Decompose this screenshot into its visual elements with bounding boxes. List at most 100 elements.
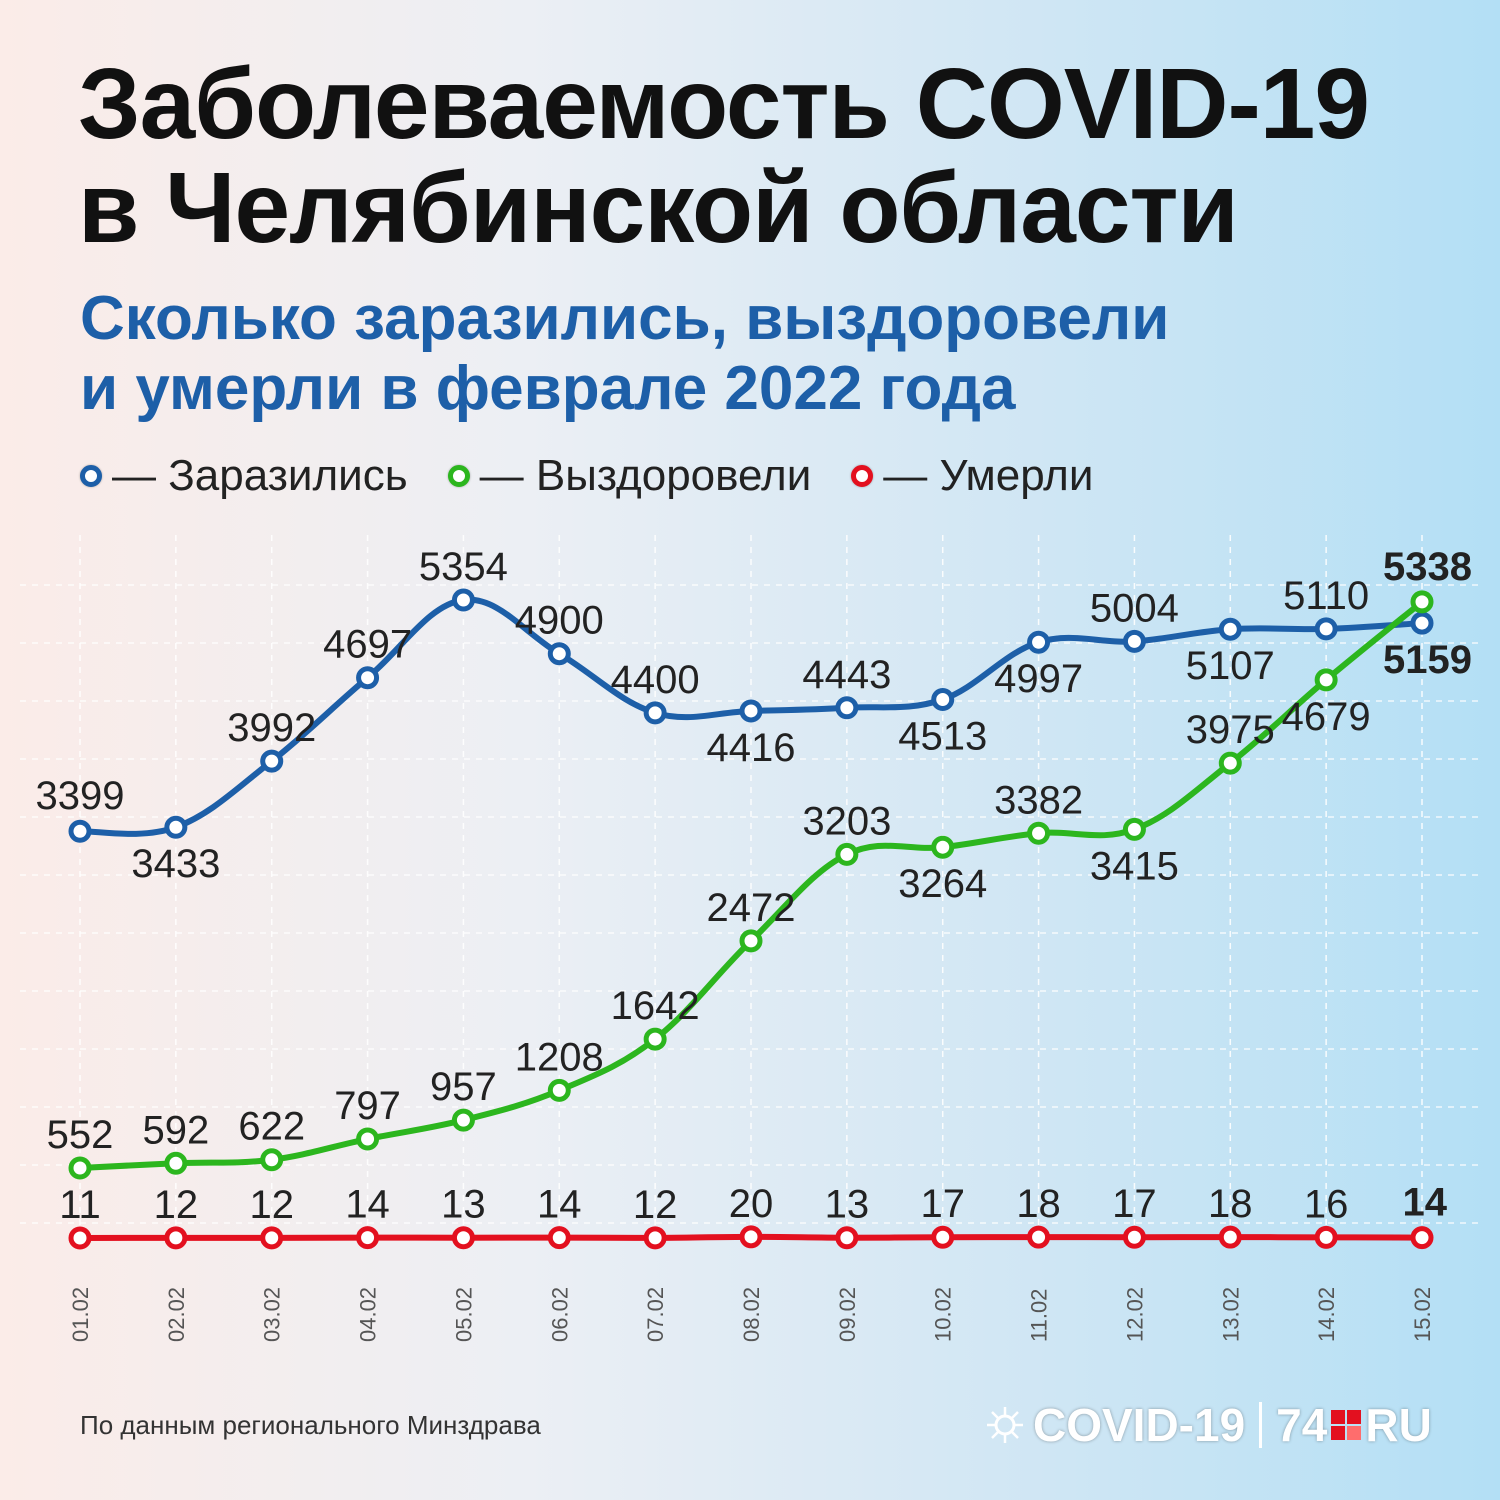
data-label-recovered: 5338 — [1383, 545, 1472, 589]
data-label-infected: 5354 — [419, 545, 508, 589]
data-point-infected — [1122, 629, 1146, 653]
data-label-recovered: 3975 — [1186, 708, 1275, 752]
data-point-infected — [260, 749, 284, 773]
data-label-deaths: 12 — [249, 1183, 294, 1227]
page-title: Заболеваемость COVID-19 в Челябинской об… — [78, 48, 1370, 260]
data-label-infected: 4416 — [707, 726, 796, 770]
data-point-deaths — [931, 1225, 955, 1249]
legend-item-infected: — Заразились — [80, 451, 408, 501]
data-point-infected — [931, 687, 955, 711]
data-point-deaths — [68, 1226, 92, 1250]
data-point-recovered — [1314, 668, 1338, 692]
legend-label: — Выздоровели — [479, 451, 812, 500]
data-point-infected — [1410, 611, 1434, 635]
legend-item-deaths: — Умерли — [851, 451, 1093, 501]
x-tick-label: 02.02 — [164, 1287, 189, 1342]
data-label-recovered: 3415 — [1090, 844, 1179, 888]
data-point-deaths — [1027, 1225, 1051, 1249]
data-point-deaths — [1218, 1225, 1242, 1249]
data-point-deaths — [547, 1226, 571, 1250]
data-label-recovered: 1642 — [611, 984, 700, 1028]
data-point-infected — [451, 588, 475, 612]
x-tick-label: 15.02 — [1410, 1287, 1435, 1342]
data-label-infected: 4400 — [611, 658, 700, 702]
data-label-recovered: 797 — [334, 1084, 401, 1128]
x-tick-label: 13.02 — [1218, 1287, 1243, 1342]
data-label-deaths: 16 — [1304, 1182, 1349, 1226]
data-label-recovered: 2472 — [707, 886, 796, 930]
x-tick-label: 07.02 — [643, 1287, 668, 1342]
data-point-deaths — [643, 1226, 667, 1250]
data-point-recovered — [451, 1108, 475, 1132]
data-point-recovered — [1218, 751, 1242, 775]
data-label-deaths: 13 — [825, 1183, 870, 1227]
virus-icon — [987, 1407, 1023, 1443]
data-point-deaths — [260, 1226, 284, 1250]
data-label-infected: 4697 — [323, 623, 412, 667]
data-point-deaths — [1314, 1225, 1338, 1249]
data-point-recovered — [1027, 821, 1051, 845]
data-label-recovered: 1208 — [515, 1035, 604, 1079]
legend-label: — Умерли — [883, 451, 1094, 500]
x-tick-label: 14.02 — [1314, 1287, 1339, 1342]
data-label-deaths: 17 — [1112, 1182, 1157, 1226]
data-point-recovered — [356, 1127, 380, 1151]
data-point-recovered — [260, 1148, 284, 1172]
data-label-recovered: 3264 — [898, 862, 987, 906]
legend-marker-icon — [80, 465, 102, 487]
data-label-infected: 3433 — [131, 842, 220, 886]
x-tick-label: 09.02 — [835, 1287, 860, 1342]
series-line-infected — [77, 596, 1425, 837]
data-point-recovered — [1410, 590, 1434, 614]
data-label-deaths: 14 — [537, 1183, 582, 1227]
data-point-deaths — [1122, 1225, 1146, 1249]
data-label-deaths: 14 — [1403, 1181, 1448, 1225]
x-tick-label: 08.02 — [739, 1287, 764, 1342]
page-subtitle: Сколько заразились, выздоровели и умерли… — [80, 284, 1169, 424]
data-point-infected — [1218, 617, 1242, 641]
data-point-infected — [643, 701, 667, 725]
data-point-infected — [1314, 617, 1338, 641]
data-label-infected: 5110 — [1283, 574, 1369, 618]
legend-item-recovered: — Выздоровели — [447, 451, 812, 501]
data-point-recovered — [164, 1151, 188, 1175]
data-label-infected: 4900 — [515, 599, 604, 643]
data-label-deaths: 18 — [1016, 1182, 1061, 1226]
data-label-infected: 4443 — [802, 653, 891, 697]
x-tick-label: 06.02 — [547, 1287, 572, 1342]
data-label-deaths: 14 — [345, 1183, 390, 1227]
data-label-recovered: 3382 — [994, 778, 1083, 822]
data-label-recovered: 622 — [238, 1105, 305, 1149]
legend-marker-icon — [447, 465, 470, 487]
subtitle-line-2: и умерли в феврале 2022 года — [80, 354, 1016, 423]
legend-label: — Заразились — [112, 451, 408, 500]
x-tick-label: 01.02 — [68, 1287, 93, 1342]
data-label-deaths: 17 — [920, 1182, 965, 1226]
logo-square-icon — [1331, 1410, 1362, 1440]
data-label-recovered: 4679 — [1282, 695, 1371, 739]
data-point-infected — [1027, 630, 1051, 654]
data-point-recovered — [1122, 817, 1146, 841]
data-point-deaths — [1410, 1226, 1434, 1250]
data-label-deaths: 12 — [154, 1183, 199, 1227]
data-label-recovered: 3203 — [802, 799, 891, 843]
x-tick-label: 03.02 — [260, 1287, 285, 1342]
data-point-infected — [835, 696, 859, 720]
data-point-recovered — [68, 1156, 92, 1180]
logo-number: 74 — [1276, 1399, 1328, 1451]
x-tick-label: 11.02 — [1027, 1289, 1052, 1342]
data-label-infected: 3992 — [227, 706, 316, 750]
data-point-deaths — [164, 1226, 188, 1250]
data-label-infected: 4513 — [898, 714, 987, 758]
x-tick-label: 04.02 — [356, 1287, 381, 1342]
data-label-infected: 5107 — [1186, 644, 1275, 688]
series-line-recovered — [77, 598, 1425, 1171]
data-label-deaths: 11 — [59, 1183, 101, 1227]
data-label-infected: 5159 — [1383, 638, 1472, 682]
data-point-infected — [164, 815, 188, 839]
data-label-deaths: 20 — [729, 1182, 774, 1226]
title-line-1: Заболеваемость COVID-19 — [78, 48, 1370, 160]
data-label-recovered: 552 — [47, 1113, 114, 1157]
data-label-infected: 3399 — [36, 774, 125, 818]
